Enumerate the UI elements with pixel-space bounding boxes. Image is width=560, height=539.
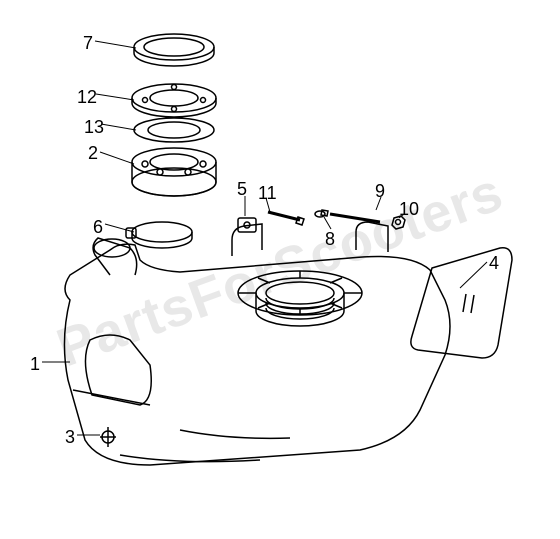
diagram-container: PartsForScooters	[0, 0, 560, 539]
parts-diagram-svg	[0, 0, 560, 539]
callout-4: 4	[489, 253, 499, 274]
callout-11: 11	[258, 183, 277, 204]
callout-8: 8	[325, 229, 335, 250]
callout-13: 13	[84, 117, 104, 138]
callout-9: 9	[375, 181, 385, 202]
callout-12: 12	[77, 87, 97, 108]
callout-1: 1	[30, 354, 40, 375]
callout-3: 3	[65, 427, 75, 448]
callout-10: 10	[399, 199, 419, 220]
callout-6: 6	[93, 217, 103, 238]
callout-5: 5	[237, 179, 247, 200]
callout-2: 2	[88, 143, 98, 164]
callout-7: 7	[83, 33, 93, 54]
